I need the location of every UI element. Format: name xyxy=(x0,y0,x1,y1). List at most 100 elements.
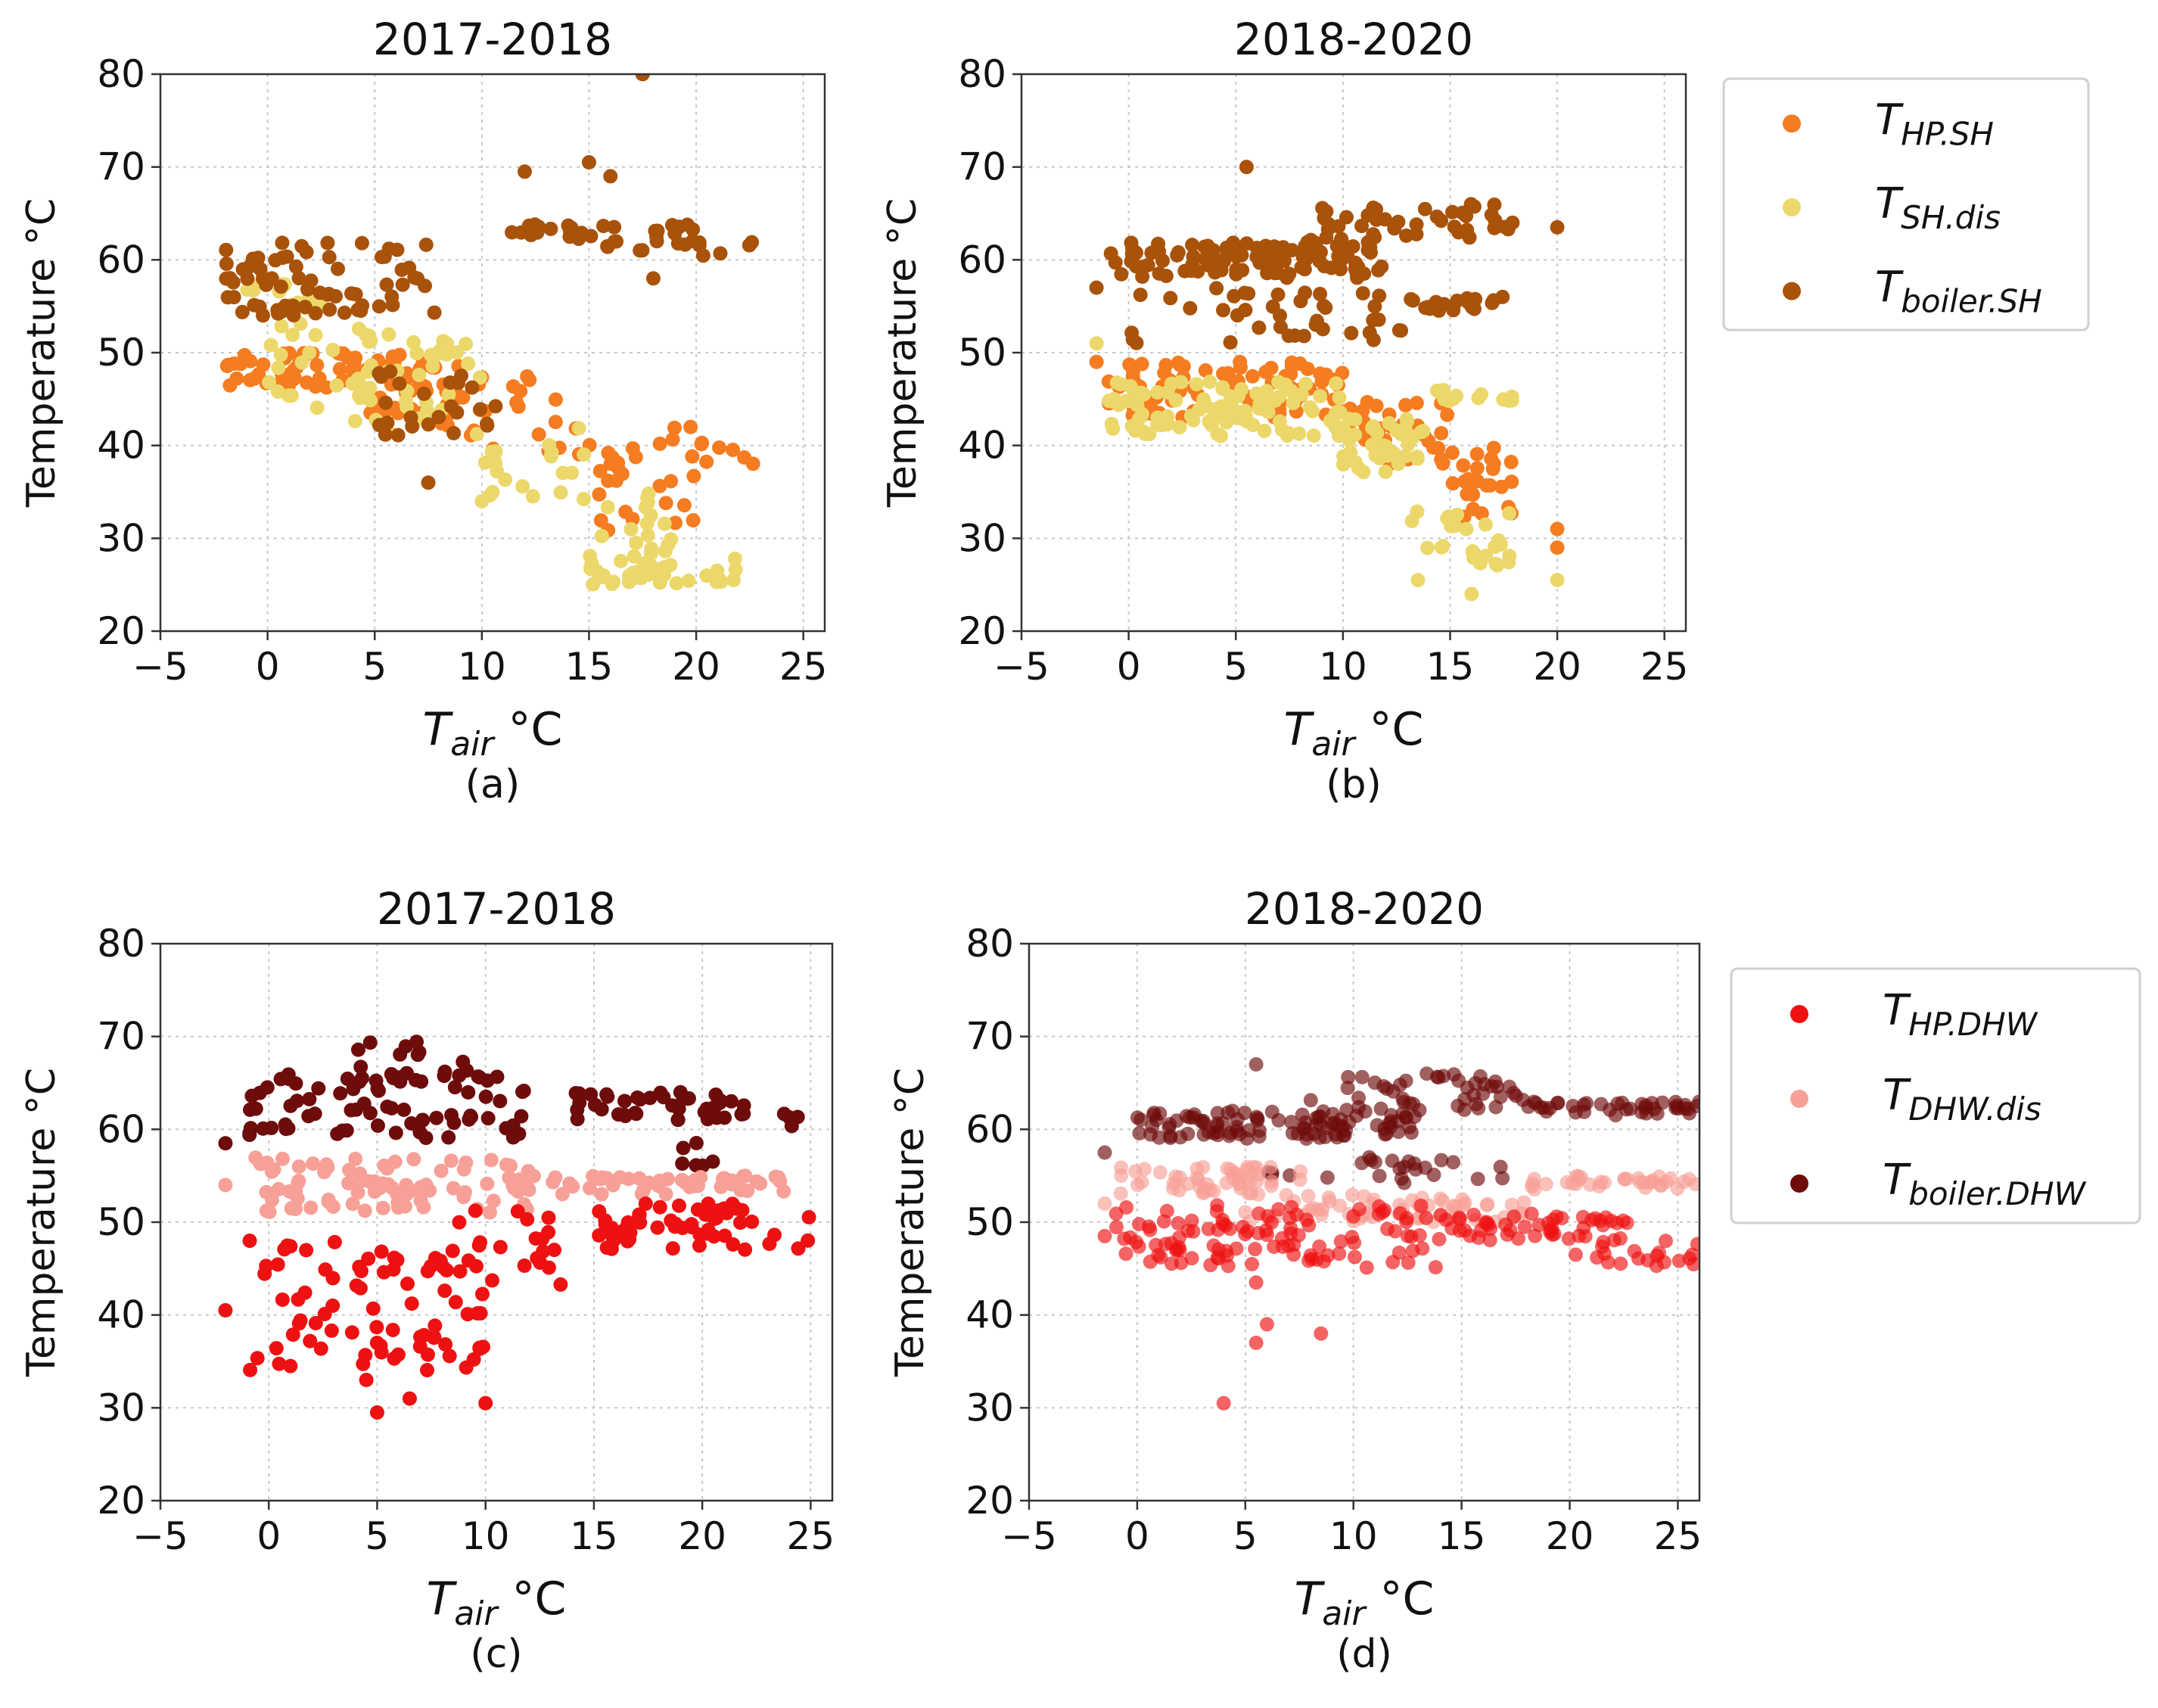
data-point xyxy=(395,277,410,292)
y-tick-label: 40 xyxy=(958,424,1006,468)
data-point xyxy=(1398,397,1413,412)
data-point xyxy=(1408,1162,1423,1177)
data-point xyxy=(256,308,271,323)
data-point xyxy=(1238,1205,1253,1220)
data-point xyxy=(1415,1241,1430,1256)
data-point xyxy=(376,1265,391,1280)
data-point xyxy=(1456,458,1471,473)
data-point xyxy=(385,349,400,364)
data-point xyxy=(736,1098,751,1113)
data-point xyxy=(1305,403,1320,418)
data-point xyxy=(1130,1110,1145,1125)
data-point xyxy=(1205,402,1220,417)
data-point xyxy=(1547,1227,1562,1242)
data-point xyxy=(1312,1239,1327,1254)
data-point xyxy=(242,372,257,387)
panel-label: (a) xyxy=(465,762,520,807)
data-point xyxy=(1260,266,1275,281)
data-point xyxy=(1493,1090,1508,1105)
data-point xyxy=(1459,521,1474,537)
data-point xyxy=(308,306,323,321)
y-tick-label: 20 xyxy=(958,609,1006,653)
data-point xyxy=(398,394,413,409)
data-point xyxy=(478,1395,493,1411)
data-point xyxy=(1303,1093,1318,1108)
x-tick-label: −5 xyxy=(132,1514,188,1558)
data-point xyxy=(645,271,661,286)
data-point xyxy=(235,304,250,319)
data-point xyxy=(219,242,234,257)
data-point xyxy=(291,1316,306,1331)
data-point xyxy=(346,1081,361,1097)
data-point xyxy=(650,1220,665,1235)
data-point xyxy=(1149,1237,1164,1252)
data-point xyxy=(1433,1208,1448,1223)
data-point xyxy=(418,237,434,252)
data-point xyxy=(1301,1188,1316,1203)
data-point xyxy=(1164,376,1179,391)
data-point xyxy=(359,1373,374,1388)
data-point xyxy=(325,1199,340,1215)
data-point xyxy=(1399,1211,1414,1226)
x-tick-label: 25 xyxy=(787,1514,835,1558)
data-point xyxy=(425,359,440,374)
data-point xyxy=(271,1181,286,1196)
data-point xyxy=(474,493,490,509)
data-point xyxy=(548,1170,563,1185)
data-point xyxy=(1284,355,1299,370)
data-point xyxy=(281,1121,296,1136)
data-point xyxy=(308,328,323,343)
data-point xyxy=(738,1242,753,1257)
data-point xyxy=(353,1059,368,1075)
legend-label: THP.DHW xyxy=(1883,986,2038,1043)
data-point xyxy=(668,515,683,530)
data-point xyxy=(1644,1174,1659,1190)
data-point xyxy=(1171,355,1186,370)
data-point xyxy=(675,1156,690,1171)
data-point xyxy=(629,1106,644,1122)
data-point xyxy=(1210,1198,1225,1213)
x-tick-label: 0 xyxy=(257,1514,281,1558)
data-point xyxy=(361,1251,376,1266)
data-point xyxy=(1152,1165,1168,1180)
data-point xyxy=(618,504,633,519)
data-point xyxy=(443,399,459,414)
data-point xyxy=(297,300,313,315)
data-point xyxy=(553,1277,568,1292)
data-point xyxy=(546,1243,561,1258)
data-point xyxy=(1314,374,1329,389)
data-point xyxy=(1387,221,1402,236)
data-point xyxy=(1351,1202,1367,1217)
data-point xyxy=(486,1193,501,1209)
data-point xyxy=(461,356,476,372)
data-point xyxy=(472,1341,487,1356)
data-point xyxy=(633,243,648,258)
data-point xyxy=(633,1092,648,1107)
series-t-dhw-dis xyxy=(1113,1159,1699,1230)
data-point xyxy=(1217,399,1232,414)
data-point xyxy=(350,1185,365,1200)
data-point xyxy=(466,1352,481,1367)
data-point xyxy=(1608,1108,1623,1123)
data-point xyxy=(1357,266,1372,282)
data-point xyxy=(396,1103,412,1118)
data-point xyxy=(629,535,644,550)
data-point xyxy=(612,1170,627,1185)
data-point xyxy=(753,1176,768,1191)
data-point xyxy=(1137,387,1152,402)
data-point xyxy=(694,437,709,452)
data-point xyxy=(1333,1234,1348,1249)
data-point xyxy=(1451,1098,1466,1113)
data-point xyxy=(384,1100,400,1115)
data-point xyxy=(309,357,325,372)
data-point xyxy=(1436,297,1451,312)
y-tick-label: 50 xyxy=(97,331,145,375)
data-point xyxy=(1097,1145,1112,1160)
data-point xyxy=(1189,377,1205,392)
data-point xyxy=(1215,381,1230,397)
data-point xyxy=(266,1162,281,1177)
data-point xyxy=(436,334,451,349)
data-point xyxy=(1284,243,1299,258)
data-point xyxy=(667,420,682,435)
data-point xyxy=(456,1054,471,1069)
